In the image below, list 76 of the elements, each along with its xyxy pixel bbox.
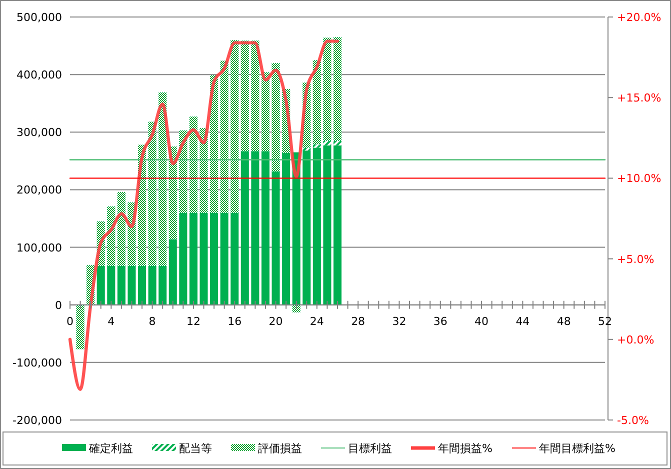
y-tick-label: 100,000 bbox=[16, 241, 62, 254]
bar bbox=[312, 148, 321, 305]
y2-tick-label: +0.0% bbox=[617, 333, 654, 346]
x-tick-label: 16 bbox=[228, 314, 242, 328]
y2-tick-label: +20.0% bbox=[617, 11, 662, 24]
x-tick-label: 40 bbox=[474, 314, 489, 328]
bar bbox=[128, 266, 136, 305]
bar bbox=[168, 239, 177, 305]
legend-label: 目標利益 bbox=[348, 442, 392, 455]
bar bbox=[323, 140, 332, 146]
x-tick-label: 4 bbox=[108, 314, 115, 328]
bar bbox=[117, 192, 126, 266]
bar bbox=[333, 37, 342, 141]
bar bbox=[272, 171, 280, 305]
bar bbox=[210, 212, 218, 305]
bar bbox=[220, 60, 228, 213]
bar bbox=[323, 145, 332, 305]
y-tick-label: 300,000 bbox=[16, 126, 62, 140]
bar bbox=[117, 266, 126, 305]
bar bbox=[138, 266, 146, 305]
bar bbox=[251, 40, 260, 152]
y-tick-label: -200,000 bbox=[12, 414, 62, 427]
bar bbox=[333, 140, 342, 146]
x-tick-label: 20 bbox=[268, 314, 283, 328]
line-series bbox=[68, 40, 340, 391]
legend-label: 年間損益% bbox=[438, 442, 492, 455]
bar bbox=[148, 266, 156, 305]
bar bbox=[107, 266, 116, 305]
bar bbox=[282, 152, 290, 305]
bar bbox=[302, 150, 311, 305]
bar bbox=[333, 145, 342, 305]
legend-label: 評価損益 bbox=[258, 442, 302, 455]
bar bbox=[107, 206, 116, 266]
bar bbox=[323, 38, 332, 141]
bar bbox=[251, 151, 260, 305]
bar bbox=[230, 212, 239, 305]
bar bbox=[312, 144, 321, 148]
x-tick-label: 32 bbox=[392, 314, 406, 328]
legend-label: 年間目標利益% bbox=[539, 442, 616, 455]
bar bbox=[240, 151, 249, 305]
bar bbox=[272, 63, 280, 172]
x-tick-label: 24 bbox=[310, 314, 324, 328]
y2-tick-label: +15.0% bbox=[617, 92, 662, 105]
y2-tick-label: -5.0% bbox=[617, 414, 649, 427]
bar bbox=[189, 116, 198, 213]
legend-label: 確定利益 bbox=[88, 442, 133, 455]
y-tick-label: 400,000 bbox=[16, 68, 62, 82]
bar bbox=[302, 148, 311, 151]
legend-label: 配当等 bbox=[179, 442, 212, 455]
bar bbox=[96, 266, 105, 305]
bar bbox=[179, 212, 188, 305]
bar bbox=[200, 212, 208, 305]
x-tick-label: 48 bbox=[556, 314, 571, 328]
y-tick-label: 500,000 bbox=[16, 11, 62, 24]
bar bbox=[261, 151, 270, 305]
bar bbox=[76, 304, 84, 350]
x-tick-label: 44 bbox=[516, 314, 530, 328]
bar bbox=[158, 266, 167, 305]
bar bbox=[220, 212, 228, 305]
bar bbox=[189, 212, 198, 305]
y2-tick-label: +5.0% bbox=[617, 252, 654, 266]
x-tick-label: 8 bbox=[148, 314, 156, 328]
y2-tick-label: +10.0% bbox=[617, 172, 662, 186]
bar bbox=[261, 72, 270, 152]
bar bbox=[312, 60, 321, 144]
y-tick-label: 200,000 bbox=[16, 184, 62, 197]
y-tick-label: -100,000 bbox=[12, 356, 62, 370]
bar bbox=[158, 92, 167, 266]
y-tick-label: 0 bbox=[55, 298, 62, 312]
x-tick-label: 28 bbox=[351, 314, 366, 328]
x-tick-label: 12 bbox=[186, 314, 200, 328]
bar bbox=[240, 40, 249, 152]
x-tick-label: 52 bbox=[598, 314, 612, 328]
bar bbox=[230, 40, 239, 213]
x-tick-label: 36 bbox=[433, 314, 448, 328]
x-tick-label: 0 bbox=[66, 314, 74, 328]
